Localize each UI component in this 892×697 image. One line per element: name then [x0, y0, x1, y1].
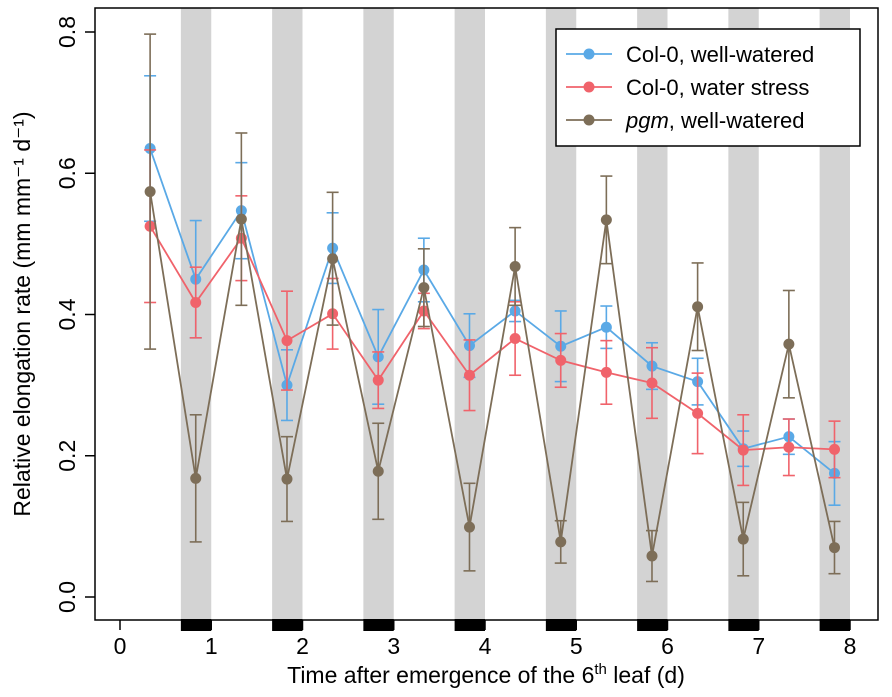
y-tick-label-0.2: 0.2: [54, 440, 80, 472]
legend-marker-1: [583, 48, 595, 60]
data-point-2-10: [555, 354, 567, 366]
data-point-3-11: [600, 214, 612, 226]
series-3: [144, 33, 841, 583]
data-point-3-12: [646, 550, 658, 562]
data-point-3-6: [372, 465, 384, 477]
x-tick-label-7: 7: [752, 633, 765, 659]
legend-label-part-3-2: , well-watered: [669, 108, 805, 133]
data-point-2-6: [372, 374, 384, 386]
data-point-2-14: [737, 444, 749, 456]
x-tick-label-8: 8: [844, 633, 857, 659]
data-point-3-16: [828, 542, 840, 554]
legend-label-part-3-1: pgm: [625, 108, 669, 133]
night-bar-2: [272, 619, 303, 631]
x-tick-label-2: 2: [296, 633, 309, 659]
series-2: [144, 149, 841, 487]
data-point-3-3: [235, 213, 247, 225]
night-bar-6: [637, 619, 668, 631]
data-point-3-4: [281, 473, 293, 485]
data-point-2-15: [783, 441, 795, 453]
y-tick-label-0.4: 0.4: [54, 298, 80, 330]
legend: Col-0, well-watered Col-0, water stress pg…: [555, 28, 861, 147]
data-point-3-2: [190, 472, 202, 484]
night-bar-3: [363, 619, 394, 631]
legend-marker-2: [583, 81, 595, 93]
x-tick-label-3: 3: [387, 633, 400, 659]
data-point-3-7: [418, 282, 430, 294]
x-tick-label-1: 1: [205, 633, 218, 659]
data-point-2-11: [600, 366, 612, 378]
plot-frame: [94, 7, 879, 621]
x-tick-label-0: 0: [114, 633, 127, 659]
night-bar-8: [819, 619, 850, 631]
data-point-3-9: [509, 260, 521, 272]
legend-label-1: Col-0, well-watered: [626, 42, 814, 67]
y-tick-label-0.6: 0.6: [54, 157, 80, 189]
data-point-2-2: [190, 296, 202, 308]
x-axis-label: Time after emergence of the 6th leaf (d): [287, 661, 685, 688]
series-layer: [144, 33, 841, 583]
x-axis-label-tail: leaf (d): [607, 662, 685, 688]
legend-label-part-1-1: Col-0, well-watered: [626, 42, 814, 67]
x-axis-label-superscript: th: [594, 661, 607, 678]
y-tick-label-0.0: 0.0: [54, 581, 80, 613]
data-point-2-9: [509, 333, 521, 345]
y-axis-label: Relative elongation rate (mm mm⁻¹ d⁻¹): [9, 111, 35, 516]
x-tick-label-6: 6: [661, 633, 674, 659]
data-point-3-15: [783, 338, 795, 350]
legend-label-part-2-1: Col-0, water stress: [626, 75, 809, 100]
legend-label-2: Col-0, water stress: [626, 75, 809, 100]
series-line-1: [149, 148, 836, 475]
night-bar-7: [728, 619, 759, 631]
data-point-3-8: [463, 521, 475, 533]
night-bar-1: [180, 619, 212, 631]
night-bar-4: [454, 619, 485, 631]
x-tick-label-4: 4: [479, 633, 492, 659]
night-bar-5: [545, 619, 577, 631]
data-point-2-8: [463, 369, 475, 381]
y-tick-label-0.8: 0.8: [54, 16, 80, 48]
axes: 0 1 2 3 4 5 6 7 8 0.0 0.2 0.4 0.6 0.8: [54, 16, 856, 659]
data-point-3-5: [327, 253, 339, 265]
legend-label-3: pgm, well-watered: [625, 108, 805, 133]
data-point-1-11: [600, 321, 612, 333]
x-axis-label-main: Time after emergence of the 6: [287, 662, 594, 688]
data-point-3-1: [144, 186, 156, 198]
legend-marker-3: [583, 114, 595, 126]
x-tick-label-5: 5: [570, 633, 583, 659]
data-point-2-4: [281, 335, 293, 347]
data-point-2-16: [828, 443, 840, 455]
series-line-3: [149, 191, 836, 557]
data-point-2-12: [646, 377, 658, 389]
data-point-3-10: [555, 536, 567, 548]
data-point-3-14: [737, 533, 749, 545]
data-point-2-13: [692, 407, 704, 419]
series-line-2: [149, 225, 835, 452]
data-point-3-13: [692, 301, 704, 313]
